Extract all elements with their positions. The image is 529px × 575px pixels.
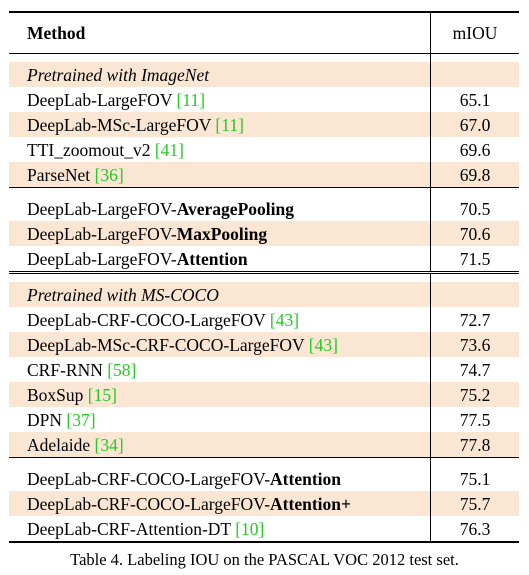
- miou-value: 75.1: [431, 466, 520, 491]
- method-variant: AveragePooling: [177, 199, 294, 219]
- method-cell: DeepLab-CRF-Attention-DT [10]: [9, 516, 431, 542]
- method-cell: DPN [37]: [9, 407, 431, 432]
- method-variant: Attention: [270, 469, 341, 489]
- section-title: Pretrained with MS-COCO: [9, 282, 431, 307]
- method-name: DeepLab-LargeFOV-: [27, 224, 177, 244]
- spacer-row: [9, 458, 519, 467]
- table-row: DeepLab-LargeFOV-AveragePooling 70.5: [9, 196, 519, 221]
- table-row: DeepLab-MSc-LargeFOV [11] 67.0: [9, 112, 519, 137]
- miou-value: 72.7: [431, 307, 520, 332]
- method-name: DeepLab-MSc-LargeFOV: [27, 115, 215, 135]
- citation-link[interactable]: [37]: [66, 410, 95, 430]
- method-cell: DeepLab-LargeFOV-Attention: [9, 246, 431, 273]
- method-name: DeepLab-LargeFOV: [27, 90, 177, 110]
- table-row: TTI_zoomout_v2 [41] 69.6: [9, 137, 519, 162]
- method-name: Adelaide: [27, 435, 95, 455]
- method-name: DeepLab-LargeFOV-: [27, 199, 177, 219]
- method-name: BoxSup: [27, 385, 88, 405]
- method-cell: BoxSup [15]: [9, 382, 431, 407]
- citation-link[interactable]: [58]: [107, 360, 136, 380]
- method-cell: DeepLab-CRF-COCO-LargeFOV-Attention+: [9, 491, 431, 516]
- miou-value: 70.5: [431, 196, 520, 221]
- citation-link[interactable]: [11]: [215, 115, 244, 135]
- table-row: ParseNet [36] 69.8: [9, 162, 519, 188]
- miou-value: 75.2: [431, 382, 520, 407]
- spacer-row: [9, 54, 519, 63]
- method-cell: DeepLab-CRF-COCO-LargeFOV-Attention: [9, 466, 431, 491]
- method-variant: Attention: [177, 249, 248, 269]
- method-cell: Adelaide [34]: [9, 432, 431, 458]
- miou-value: 77.8: [431, 432, 520, 458]
- citation-link[interactable]: [43]: [309, 335, 338, 355]
- method-name: TTI_zoomout_v2: [27, 140, 155, 160]
- section-header-row: Pretrained with MS-COCO: [9, 282, 519, 307]
- table-row: DeepLab-MSc-CRF-COCO-LargeFOV [43] 73.6: [9, 332, 519, 357]
- table-row: DeepLab-LargeFOV-MaxPooling 70.6: [9, 221, 519, 246]
- miou-value: 69.8: [431, 162, 520, 188]
- table-row: DeepLab-CRF-COCO-LargeFOV-Attention+ 75.7: [9, 491, 519, 516]
- method-cell: DeepLab-MSc-CRF-COCO-LargeFOV [43]: [9, 332, 431, 357]
- section-title: Pretrained with ImageNet: [9, 62, 431, 87]
- citation-link[interactable]: [36]: [95, 165, 124, 185]
- table-row: DeepLab-LargeFOV-Attention 71.5: [9, 246, 519, 273]
- method-cell: DeepLab-LargeFOV-MaxPooling: [9, 221, 431, 246]
- method-cell: ParseNet [36]: [9, 162, 431, 188]
- method-name: DeepLab-CRF-COCO-LargeFOV-: [27, 494, 270, 514]
- method-name: DeepLab-CRF-COCO-LargeFOV: [27, 310, 270, 330]
- section-header-row: Pretrained with ImageNet: [9, 62, 519, 87]
- table-row: DPN [37] 77.5: [9, 407, 519, 432]
- method-name: CRF-RNN: [27, 360, 107, 380]
- table-row: BoxSup [15] 75.2: [9, 382, 519, 407]
- citation-link[interactable]: [43]: [270, 310, 299, 330]
- results-table-body: Method mIOU Pretrained with ImageNet Deep…: [9, 12, 519, 542]
- miou-value: 75.7: [431, 491, 520, 516]
- method-cell: DeepLab-LargeFOV [11]: [9, 87, 431, 112]
- method-name: DeepLab-LargeFOV-: [27, 249, 177, 269]
- citation-link[interactable]: [11]: [177, 90, 206, 110]
- method-cell: DeepLab-LargeFOV-AveragePooling: [9, 196, 431, 221]
- table-header-row: Method mIOU: [9, 12, 519, 54]
- miou-value: 67.0: [431, 112, 520, 137]
- citation-link[interactable]: [34]: [95, 435, 124, 455]
- miou-value: 76.3: [431, 516, 520, 542]
- miou-value: 65.1: [431, 87, 520, 112]
- miou-value: 74.7: [431, 357, 520, 382]
- miou-value: 77.5: [431, 407, 520, 432]
- table-row: DeepLab-CRF-COCO-LargeFOV-Attention 75.1: [9, 466, 519, 491]
- method-cell: DeepLab-MSc-LargeFOV [11]: [9, 112, 431, 137]
- miou-value: 69.6: [431, 137, 520, 162]
- method-name: DeepLab-CRF-Attention-DT: [27, 519, 235, 539]
- method-name: DPN: [27, 410, 66, 430]
- results-table: Method mIOU Pretrained with ImageNet Deep…: [9, 11, 519, 543]
- miou-value: 73.6: [431, 332, 520, 357]
- citation-link[interactable]: [15]: [88, 385, 117, 405]
- miou-column-header: mIOU: [431, 12, 520, 54]
- spacer-row: [9, 273, 519, 283]
- method-name: DeepLab-MSc-CRF-COCO-LargeFOV: [27, 335, 309, 355]
- method-variant: Attention+: [270, 494, 351, 514]
- method-variant: MaxPooling: [177, 224, 267, 244]
- citation-link[interactable]: [41]: [155, 140, 184, 160]
- miou-value: 71.5: [431, 246, 520, 273]
- citation-link[interactable]: [10]: [235, 519, 264, 539]
- method-cell: TTI_zoomout_v2 [41]: [9, 137, 431, 162]
- method-cell: CRF-RNN [58]: [9, 357, 431, 382]
- method-cell: DeepLab-CRF-COCO-LargeFOV [43]: [9, 307, 431, 332]
- table-caption: Table 4. Labeling IOU on the PASCAL VOC …: [0, 550, 529, 570]
- method-name: ParseNet: [27, 165, 95, 185]
- table-row: CRF-RNN [58] 74.7: [9, 357, 519, 382]
- miou-value: 70.6: [431, 221, 520, 246]
- table-row: DeepLab-CRF-COCO-LargeFOV [43] 72.7: [9, 307, 519, 332]
- method-name: DeepLab-CRF-COCO-LargeFOV-: [27, 469, 270, 489]
- table-row: Adelaide [34] 77.8: [9, 432, 519, 458]
- table-row: DeepLab-CRF-Attention-DT [10] 76.3: [9, 516, 519, 542]
- table-row: DeepLab-LargeFOV [11] 65.1: [9, 87, 519, 112]
- spacer-row: [9, 188, 519, 197]
- method-column-header: Method: [9, 12, 431, 54]
